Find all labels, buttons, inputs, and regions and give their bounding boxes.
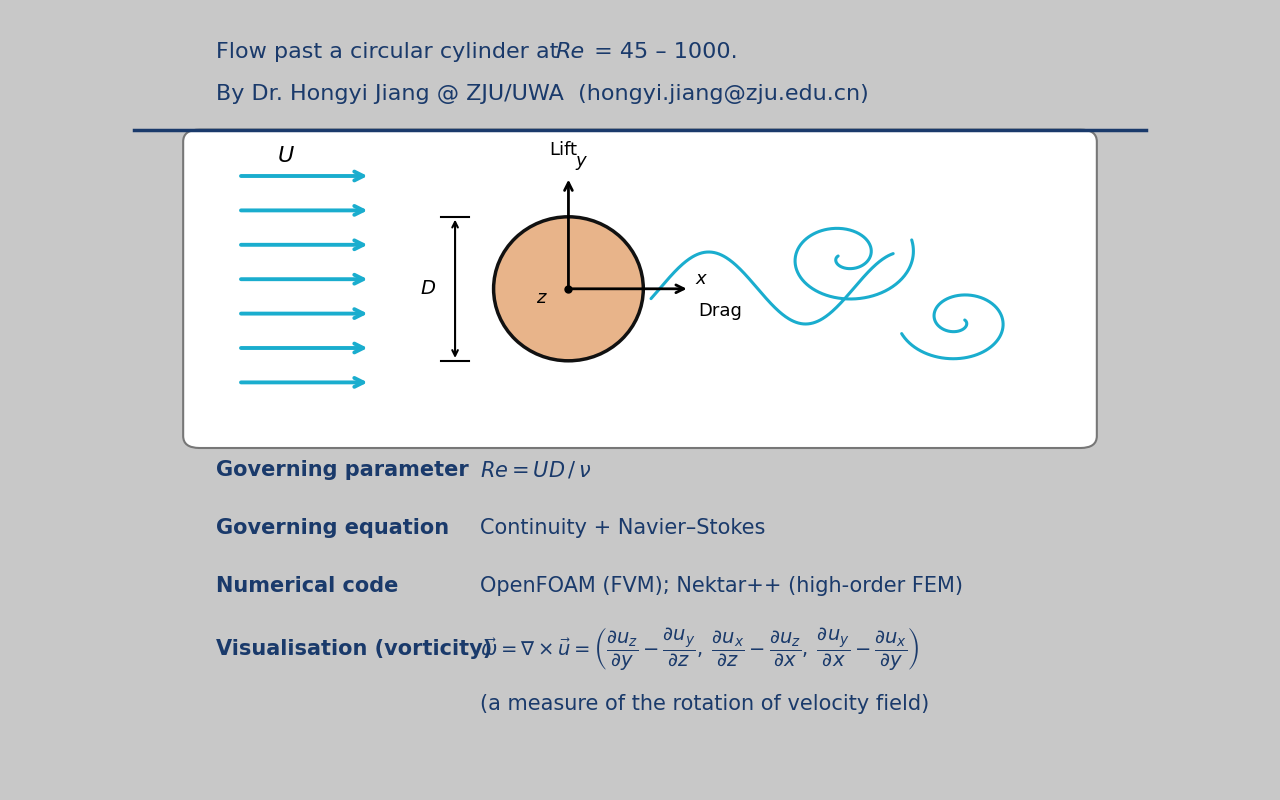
Ellipse shape [494, 217, 644, 361]
Text: $\vec{\omega} = \nabla \times \vec{u} = \left(\dfrac{\partial u_z}{\partial y} -: $\vec{\omega} = \nabla \times \vec{u} = … [480, 626, 920, 673]
Text: U: U [278, 146, 293, 166]
Text: Flow past a circular cylinder at: Flow past a circular cylinder at [216, 42, 566, 62]
Text: Visualisation (vorticity): Visualisation (vorticity) [216, 639, 493, 659]
Text: z: z [536, 290, 545, 307]
FancyBboxPatch shape [183, 130, 1097, 448]
Text: Re: Re [556, 42, 585, 62]
Text: = 45 – 1000.: = 45 – 1000. [588, 42, 737, 62]
Text: Numerical code: Numerical code [216, 576, 398, 595]
Text: By Dr. Hongyi Jiang @ ZJU/UWA  (hongyi.jiang@zju.edu.cn): By Dr. Hongyi Jiang @ ZJU/UWA (hongyi.ji… [216, 84, 869, 104]
Text: x: x [695, 270, 705, 288]
Text: OpenFOAM (FVM); Nektar++ (high-order FEM): OpenFOAM (FVM); Nektar++ (high-order FEM… [480, 576, 964, 595]
Text: Drag: Drag [699, 302, 742, 320]
Text: $\mathit{Re} = UD\, /\, \nu$: $\mathit{Re} = UD\, /\, \nu$ [480, 460, 591, 481]
Text: Lift: Lift [549, 141, 577, 159]
Text: (a measure of the rotation of velocity field): (a measure of the rotation of velocity f… [480, 694, 929, 714]
Text: Governing equation: Governing equation [216, 518, 449, 538]
Text: Continuity + Navier–Stokes: Continuity + Navier–Stokes [480, 518, 765, 538]
Text: y: y [575, 152, 586, 170]
Text: D: D [420, 279, 435, 298]
Text: Governing parameter: Governing parameter [216, 461, 468, 480]
